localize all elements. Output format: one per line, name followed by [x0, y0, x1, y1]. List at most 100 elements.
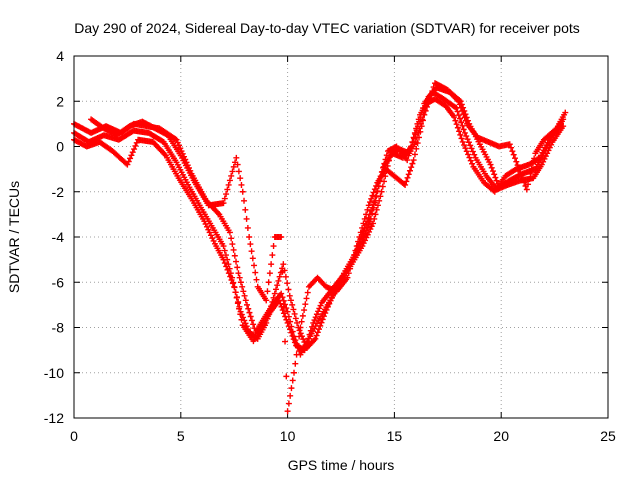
data-point [266, 270, 273, 277]
data-point [451, 114, 458, 121]
data-point [318, 319, 325, 326]
data-point [525, 181, 532, 188]
data-point [279, 294, 286, 301]
data-point [455, 98, 462, 105]
data-point [236, 274, 243, 281]
data-point [487, 161, 494, 168]
y-tick-label: -4 [52, 229, 65, 245]
data-point [292, 360, 299, 367]
data-point [514, 162, 521, 169]
data-point [275, 277, 282, 284]
data-point [459, 107, 466, 114]
data-point [241, 292, 248, 299]
data-point [363, 227, 370, 234]
series-track-4 [88, 80, 569, 415]
data-point [244, 224, 251, 231]
data-point [518, 172, 525, 179]
data-point [301, 347, 308, 354]
data-point [239, 283, 246, 290]
data-point [284, 408, 291, 415]
data-point [294, 342, 301, 349]
data-point [280, 303, 287, 310]
data-point [229, 168, 236, 175]
data-point [410, 134, 417, 141]
data-point [349, 256, 356, 263]
data-point [230, 246, 237, 253]
data-point [129, 149, 136, 156]
data-point [508, 144, 515, 151]
data-point [313, 311, 320, 318]
data-point [270, 294, 277, 301]
data-point [265, 279, 272, 286]
data-point [402, 181, 409, 188]
data-point [269, 298, 276, 305]
x-tick-label: 10 [280, 428, 296, 444]
x-tick-label: 0 [70, 428, 78, 444]
data-point [314, 329, 321, 336]
grid [74, 56, 608, 418]
data-point [456, 101, 463, 108]
data-point [177, 145, 184, 152]
data-point [315, 308, 322, 315]
data-point [491, 171, 498, 178]
data-point [225, 181, 232, 188]
data-point [348, 261, 355, 268]
data-point [361, 230, 368, 237]
data-point [236, 305, 243, 312]
data-point [454, 124, 461, 131]
data-point [427, 92, 434, 99]
data-point [345, 270, 352, 277]
data-point [459, 138, 466, 145]
data-point [457, 131, 464, 138]
data-point [237, 311, 244, 318]
data-point [228, 172, 235, 179]
data-point [326, 300, 333, 307]
data-point [459, 122, 466, 129]
y-tick-label: 0 [56, 139, 64, 155]
y-tick-label: -12 [44, 410, 64, 426]
data-point [302, 301, 309, 308]
data-point [302, 343, 309, 350]
data-point [366, 199, 373, 206]
data-point [313, 332, 320, 339]
data-point [460, 111, 467, 118]
data-point [235, 270, 242, 277]
data-point [463, 133, 470, 140]
data-point [492, 174, 499, 181]
data-point [463, 148, 470, 155]
data-point [249, 255, 256, 262]
data-point [405, 171, 412, 178]
y-tick-label: 2 [56, 93, 64, 109]
data-point [471, 151, 478, 158]
data-point [124, 161, 131, 168]
data-point [461, 129, 468, 136]
data-point [422, 107, 429, 114]
data-point [468, 145, 475, 152]
data-point [309, 323, 316, 330]
data-point [317, 302, 324, 309]
data-point [453, 121, 460, 128]
data-point [247, 241, 254, 248]
x-tick-label: 20 [493, 428, 509, 444]
data-point [408, 164, 415, 171]
data-point [127, 155, 134, 162]
data-point [305, 335, 312, 342]
data-point [356, 234, 363, 240]
data-point [462, 117, 469, 124]
data-point [271, 290, 278, 297]
data-point [288, 385, 295, 392]
data-point [238, 181, 245, 188]
data-point [458, 135, 465, 142]
data-point [311, 317, 318, 324]
y-tick-label: -2 [52, 184, 65, 200]
data-point [409, 138, 416, 145]
series-track-3 [71, 95, 565, 354]
data-point [221, 195, 228, 202]
data-point [298, 318, 305, 325]
data-point [521, 179, 528, 186]
data-point [306, 331, 313, 338]
data-point [276, 273, 283, 280]
data-point [373, 206, 380, 213]
data-point [226, 177, 233, 184]
data-point [128, 152, 135, 159]
